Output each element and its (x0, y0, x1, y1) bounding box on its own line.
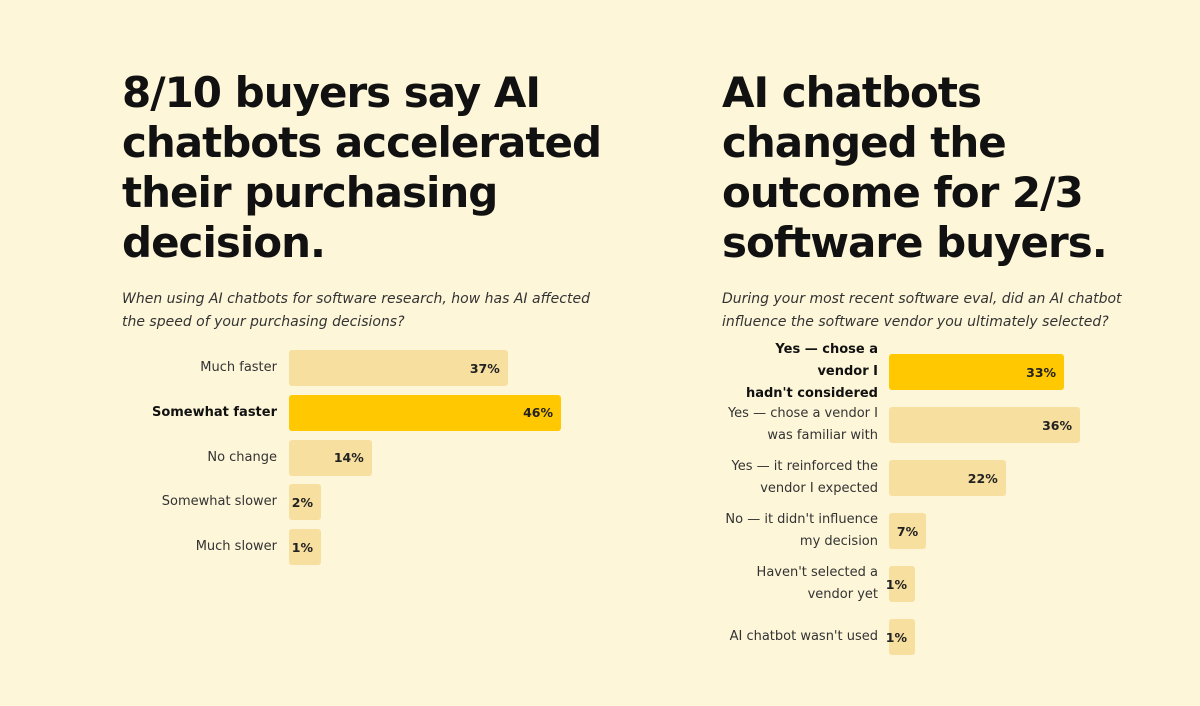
bar: 22% (889, 460, 1006, 496)
bar-label: Somewhat slower (161, 494, 277, 510)
bar: 1% (885, 566, 915, 602)
bar-value-label: 1% (885, 576, 907, 592)
bar-label: Somewhat faster (151, 404, 277, 420)
bar-value-label: 37% (469, 360, 500, 376)
left-panel: 8/10 buyers say AI chatbots accelerated … (122, 68, 602, 565)
bar-row: Much faster 37% (122, 350, 561, 386)
bar-label: Yes — it reinforced the vendor I expecte… (731, 459, 878, 496)
bar-row: Yes — chose a vendor I was familiar with… (722, 406, 1080, 443)
bar-value-label: 36% (1042, 417, 1072, 433)
left-headline: 8/10 buyers say AI chatbots accelerated … (122, 68, 602, 267)
bar-label: Yes — chose a vendor I was familiar with (727, 406, 878, 443)
bar: 36% (889, 407, 1080, 443)
bar-row: Haven't selected a vendor yet 1% (722, 565, 1080, 602)
bar-value-label: 1% (885, 629, 907, 645)
bar: 7% (889, 513, 927, 549)
bar-row: Somewhat slower 2% (122, 484, 561, 521)
bar-label: Haven't selected a vendor yet (756, 565, 878, 602)
bar-value-label: 46% (523, 405, 553, 421)
bar-label: AI chatbot wasn't used (729, 629, 878, 644)
bar-value-label: 22% (967, 470, 998, 486)
bar-row: AI chatbot wasn't used 1% (722, 619, 1080, 655)
right-question: During your most recent software eval, d… (722, 291, 1122, 330)
bar-label: No — it didn't influence my decision (725, 512, 878, 549)
bar: 14% (289, 439, 372, 476)
right-headline: AI chatbots changed the outcome for 2/3 … (722, 68, 1108, 267)
bar-value-label: 2% (291, 494, 313, 510)
bar-row: No change 14% (122, 439, 561, 476)
bar-label: Much slower (195, 539, 277, 554)
bar: 2% (289, 484, 321, 521)
bar: 46% (289, 394, 561, 431)
right-panel: AI chatbots changed the outcome for 2/3 … (722, 68, 1162, 655)
bar-label: No change (207, 449, 277, 465)
bar-row: Somewhat faster 46% (122, 394, 561, 431)
bar-label: Much faster (200, 360, 277, 375)
bar-label: Yes — chose a vendor I hadn't considered (745, 342, 878, 401)
bar-row: Much slower 1% (122, 529, 561, 565)
bar-row: No — it didn't influence my decision 7% (722, 512, 1080, 549)
bar-value-label: 33% (1026, 364, 1057, 380)
bar-value-label: 7% (896, 523, 919, 539)
bar-row: Yes — it reinforced the vendor I expecte… (722, 459, 1080, 496)
bar: 1% (289, 529, 321, 565)
bar: 37% (289, 350, 508, 386)
bar-value-label: 1% (291, 539, 313, 555)
bar-value-label: 14% (333, 450, 364, 465)
bar: 33% (889, 354, 1065, 390)
bar: 1% (885, 619, 915, 655)
bar-row: Yes — chose a vendor I hadn't considered… (722, 342, 1080, 401)
left-question: When using AI chatbots for software rese… (122, 291, 590, 330)
